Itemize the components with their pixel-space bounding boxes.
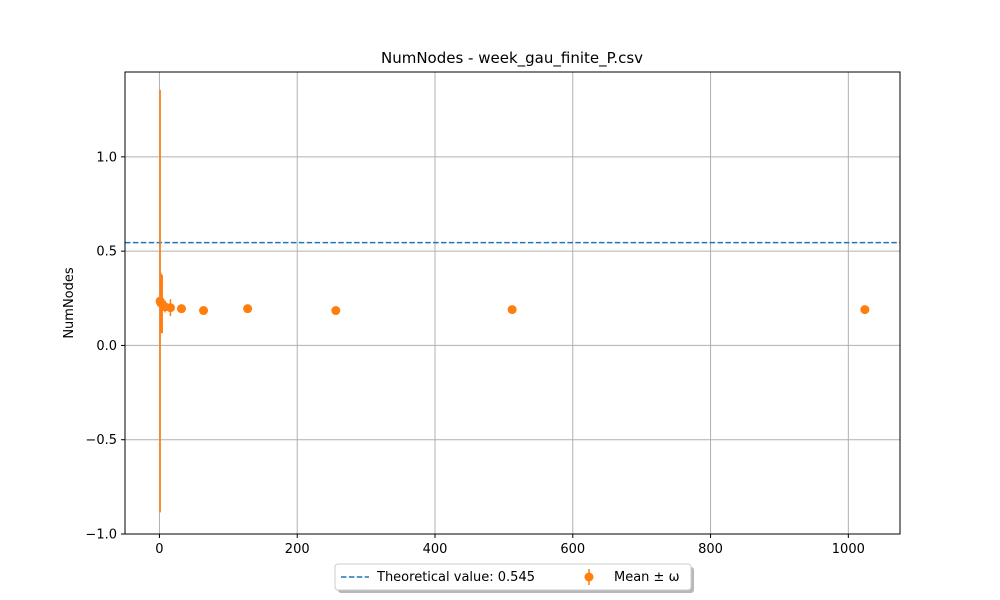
x-tick-label: 1000 <box>832 542 865 557</box>
y-tick-label: −0.5 <box>85 433 117 448</box>
data-point <box>860 305 870 315</box>
x-tick-label: 200 <box>285 542 310 557</box>
plot-frame <box>124 71 901 535</box>
data-point <box>176 304 186 314</box>
legend-reference-label: Theoretical value: 0.545 <box>376 570 535 585</box>
legend: Theoretical value: 0.545 Mean ± ω <box>334 563 694 593</box>
legend-box <box>334 563 692 591</box>
data-points <box>155 296 870 316</box>
grid <box>125 72 900 535</box>
legend-series-label: Mean ± ω <box>614 570 679 585</box>
x-tick-label: 800 <box>698 542 723 557</box>
x-tick-label: 400 <box>423 542 448 557</box>
y-tick-label: 0.5 <box>96 245 117 260</box>
data-point <box>165 303 175 313</box>
legend-series-marker <box>584 572 594 582</box>
y-axis-label: NumNodes <box>62 267 77 339</box>
x-tick-label: 0 <box>155 542 163 557</box>
y-tick-label: −1.0 <box>85 528 117 543</box>
data-point <box>243 304 253 314</box>
y-tick-label: 0.0 <box>96 339 117 354</box>
x-tick-label: 600 <box>560 542 585 557</box>
chart-title: NumNodes - week_gau_finite_P.csv <box>381 49 643 68</box>
y-tick-label: 1.0 <box>96 150 117 165</box>
y-axis-ticks: −1.0 −0.5 0.0 0.5 1.0 <box>85 150 125 543</box>
data-point <box>199 306 209 316</box>
error-bars <box>159 89 866 513</box>
data-point <box>507 305 517 315</box>
data-point <box>331 306 341 316</box>
x-axis-ticks: 0 200 400 600 800 1000 <box>155 534 865 557</box>
